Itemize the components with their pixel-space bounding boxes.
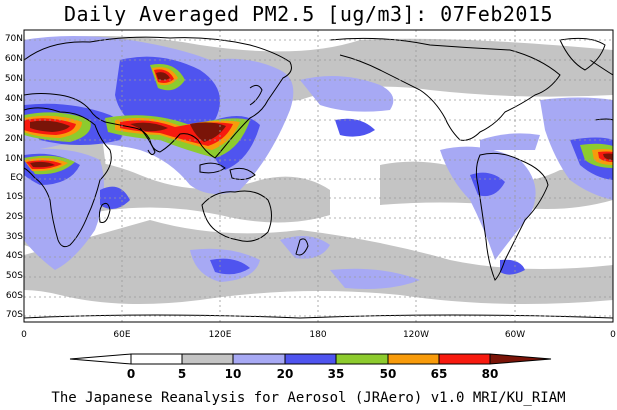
colorbar-tick: 35	[327, 367, 345, 381]
colorbar-segment	[69, 353, 132, 365]
coastlines	[24, 36, 613, 319]
lon-label: 120W	[402, 330, 430, 340]
lat-label: EQ	[10, 173, 23, 183]
colorbar-tick: 65	[430, 367, 448, 381]
lat-label: 60N	[4, 54, 23, 64]
lat-label: 40N	[4, 94, 23, 104]
colorbar-segment	[130, 353, 183, 365]
colorbar	[69, 353, 552, 365]
lat-label: 30N	[4, 114, 23, 124]
lon-label: 60E	[113, 330, 131, 340]
colorbar-segment	[489, 353, 552, 365]
map-frame	[23, 29, 614, 323]
colorbar-tick: 10	[224, 367, 242, 381]
lat-label: 60S	[5, 291, 23, 301]
colorbar-tick: 0	[126, 367, 136, 381]
colorbar-tick: 50	[379, 367, 397, 381]
lat-label: 30S	[5, 232, 23, 242]
lon-label: 120E	[208, 330, 232, 340]
colorbar-segment	[387, 353, 440, 365]
lat-label: 10S	[5, 192, 23, 202]
footer-credit: The Japanese Reanalysis for Aerosol (JRA…	[51, 390, 566, 406]
lon-label: 0	[21, 330, 27, 340]
colorbar-segment	[335, 353, 389, 365]
colorbar-segment	[232, 353, 286, 365]
lat-label: 20S	[5, 212, 23, 222]
lat-label: 20N	[4, 134, 23, 144]
colorbar-segment	[438, 353, 491, 365]
lon-label: 60W	[504, 330, 526, 340]
lat-label: 70N	[4, 34, 23, 44]
lat-label: 10N	[4, 154, 23, 164]
colorbar-segment	[181, 353, 234, 365]
colorbar-tick: 20	[276, 367, 294, 381]
lon-label: 180	[309, 330, 327, 340]
map-title: Daily Averaged PM2.5 [ug/m3]: 07Feb2015	[63, 2, 554, 26]
graticule	[24, 30, 613, 322]
colorbar-tick: 5	[177, 367, 187, 381]
lat-label: 50S	[5, 271, 23, 281]
lat-label: 70S	[5, 310, 23, 320]
lon-label: 0	[610, 330, 616, 340]
lat-label: 40S	[5, 251, 23, 261]
pm25-field	[24, 36, 613, 319]
colorbar-tick: 80	[481, 367, 499, 381]
lat-label: 50N	[4, 74, 23, 84]
colorbar-segment	[284, 353, 337, 365]
